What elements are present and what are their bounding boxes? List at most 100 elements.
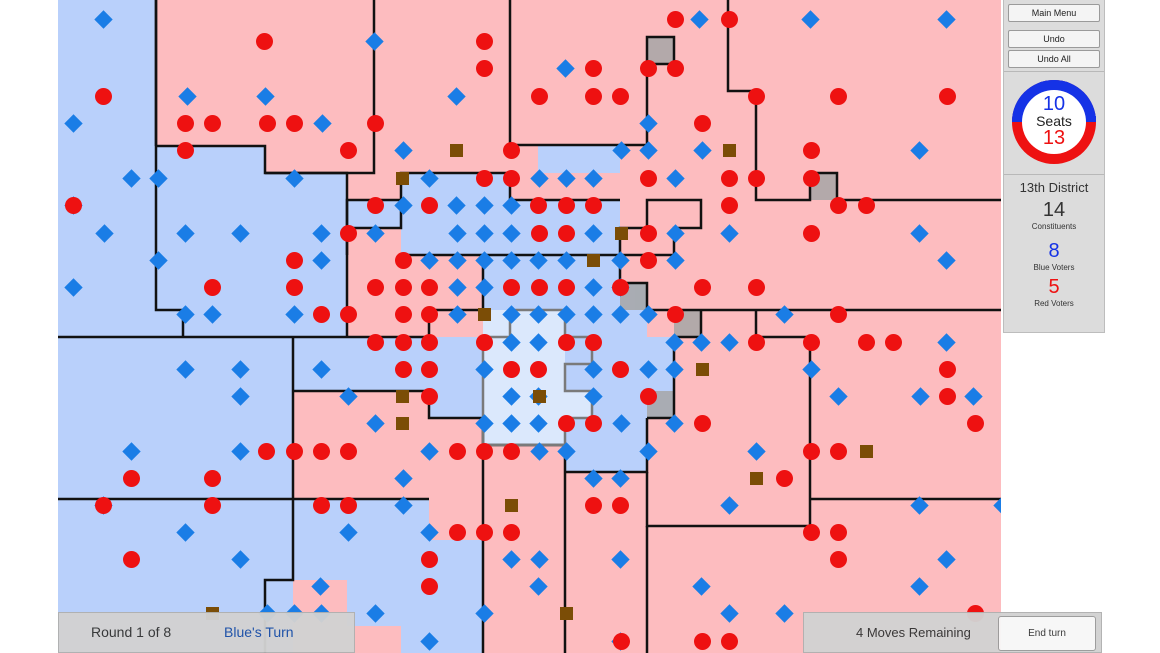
red-voter [830,551,847,568]
red-voter [286,443,303,460]
red-voter [585,497,602,514]
blue-voter [420,251,439,270]
red-voter [612,497,629,514]
neutral-voter [450,144,463,157]
neutral-voter [587,254,600,267]
blue-voter [448,251,467,270]
blue-voter [176,523,195,542]
blue-voter [937,251,956,270]
blue-voter [529,251,548,270]
blue-voter [502,333,521,352]
blue-voter [285,305,304,324]
red-voter [939,361,956,378]
blue-voter [311,577,330,596]
district-map[interactable] [58,0,1001,653]
neutral-voter [560,607,573,620]
turn-indicator: Blue's Turn [224,624,294,640]
blue-voter [122,169,141,188]
red-voter [803,170,820,187]
red-voter [313,443,330,460]
red-voter [694,415,711,432]
red-voter [123,551,140,568]
neutral-voter [505,499,518,512]
neutral-voter [615,227,628,240]
blue-voter [447,87,466,106]
blue-voter [365,32,384,51]
red-voter [204,279,221,296]
constituents-label: Constituents [1031,222,1077,231]
blue-voter [285,169,304,188]
red-voter [258,443,275,460]
blue-voter [720,333,739,352]
red-voter [256,33,273,50]
undo-all-button[interactable]: Undo All [1008,50,1100,68]
blue-voter [584,224,603,243]
red-voter [395,252,412,269]
red-voter [503,524,520,541]
red-voter [640,225,657,242]
blue-voter [529,333,548,352]
moves-bar: 4 Moves Remaining End turn [803,612,1102,653]
blue-voter [366,604,385,623]
blue-voter [612,414,631,433]
red-voter [421,361,438,378]
blue-voter [420,442,439,461]
blue-voter [231,550,250,569]
neutral-voter [696,363,709,376]
red-voter [803,443,820,460]
red-voter [748,279,765,296]
red-voter [449,443,466,460]
blue-voter [475,251,494,270]
blue-voter [584,387,603,406]
red-voter [830,443,847,460]
blue-voter [720,496,739,515]
red-voter [558,334,575,351]
blue-voter [529,305,548,324]
red-voters-count: 5 [1048,276,1060,298]
blue-voter [475,196,494,215]
red-voter [640,388,657,405]
blue-voter [475,360,494,379]
red-voter [503,443,520,460]
blue-voter [475,604,494,623]
blue-voter [584,305,603,324]
blue-voter [937,550,956,569]
red-voter [858,197,875,214]
red-voter [95,88,112,105]
district-name: 13th District [1019,180,1089,195]
red-voter [503,361,520,378]
red-voter [830,524,847,541]
blue-voter [420,632,439,651]
blue-voter [475,224,494,243]
red-voter [395,306,412,323]
red-voter [395,361,412,378]
red-voter [640,252,657,269]
blue-voter [530,550,549,569]
divider [1004,174,1104,175]
blue-voter [910,141,929,160]
blue-voter [502,414,521,433]
end-turn-button[interactable]: End turn [998,616,1096,651]
red-voter [367,279,384,296]
blue-voter [394,469,413,488]
red-voter [585,60,602,77]
red-voter [721,11,738,28]
red-voter [803,524,820,541]
blue-voter [692,577,711,596]
blue-voter [94,10,113,29]
undo-button[interactable]: Undo [1008,30,1100,48]
main-menu-button[interactable]: Main Menu [1008,4,1100,22]
blue-voter [176,224,195,243]
red-voter [530,197,547,214]
red-voter [421,306,438,323]
blue-voter [557,169,576,188]
red-voter [585,334,602,351]
side-panel: Main Menu Undo Undo All 10 Seats 13 13th… [1003,0,1105,333]
blue-voter [665,414,684,433]
red-voter [340,443,357,460]
blue-voter [366,414,385,433]
blue-voter [910,577,929,596]
red-voter [421,578,438,595]
blue-voter [502,387,521,406]
blue-voter [611,469,630,488]
